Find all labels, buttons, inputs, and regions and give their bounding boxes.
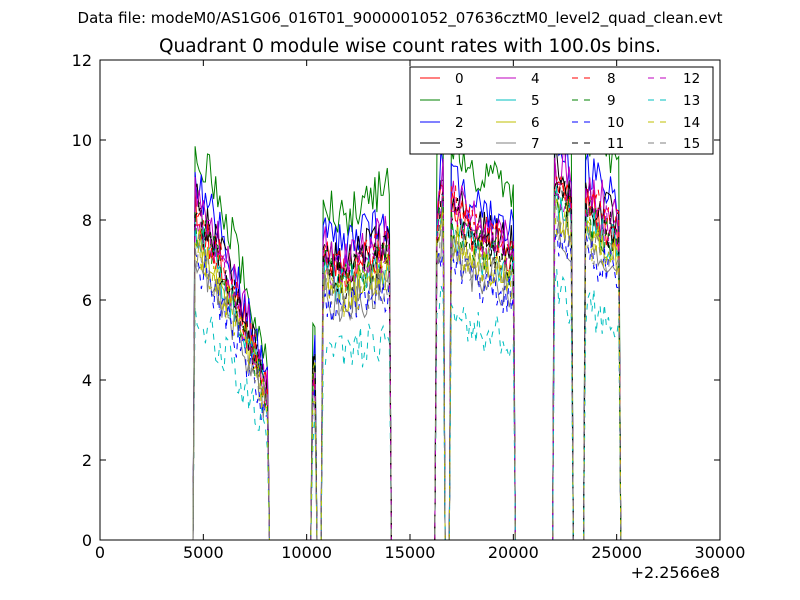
x-tick-label: 15000 — [385, 543, 436, 562]
figure-suptitle: Data file: modeM0/AS1G06_016T01_90000010… — [77, 9, 723, 27]
legend-box — [409, 66, 714, 155]
legend-label-15: 15 — [683, 136, 700, 152]
legend-label-0: 0 — [455, 71, 464, 87]
legend-label-8: 8 — [607, 71, 616, 87]
x-offset-label: +2.2566e8 — [631, 563, 720, 582]
legend-label-5: 5 — [531, 93, 540, 109]
x-tick-label: 30000 — [695, 543, 746, 562]
series-line-15 — [190, 196, 622, 541]
legend-label-12: 12 — [683, 71, 700, 87]
x-tick-label: 0 — [95, 543, 105, 562]
x-axis: 0 5000 10000 15000 20000 25000 30000 — [95, 60, 746, 562]
legend-label-11: 11 — [607, 136, 624, 152]
y-tick-label: 4 — [82, 371, 92, 390]
legend-label-4: 4 — [531, 71, 540, 87]
y-tick-label: 2 — [82, 451, 92, 470]
legend-label-14: 14 — [683, 115, 700, 131]
legend-label-1: 1 — [455, 93, 464, 109]
legend-label-3: 3 — [455, 136, 464, 152]
y-tick-label: 8 — [82, 211, 92, 230]
y-tick-label: 12 — [72, 51, 92, 70]
x-tick-label: 20000 — [488, 543, 539, 562]
y-tick-label: 10 — [72, 131, 92, 150]
series-line-12 — [190, 184, 622, 541]
legend-label-6: 6 — [531, 115, 540, 131]
y-tick-label: 6 — [82, 291, 92, 310]
legend-label-13: 13 — [683, 93, 700, 109]
legend-label-9: 9 — [607, 93, 616, 109]
series-line-6 — [190, 198, 622, 541]
series-line-13 — [190, 268, 622, 541]
x-tick-label: 10000 — [281, 543, 332, 562]
x-tick-label: 25000 — [591, 543, 642, 562]
series-line-9 — [190, 190, 622, 541]
legend-label-10: 10 — [607, 115, 624, 131]
series-line-14 — [190, 209, 622, 541]
chart-title: Quadrant 0 module wise count rates with … — [158, 36, 662, 57]
series-line-4 — [190, 152, 622, 541]
y-tick-label: 0 — [82, 531, 92, 550]
series-line-7 — [190, 213, 622, 541]
x-tick-label: 5000 — [183, 543, 224, 562]
series-line-10 — [190, 228, 622, 541]
legend-label-7: 7 — [531, 136, 540, 152]
legend-label-2: 2 — [455, 115, 464, 131]
